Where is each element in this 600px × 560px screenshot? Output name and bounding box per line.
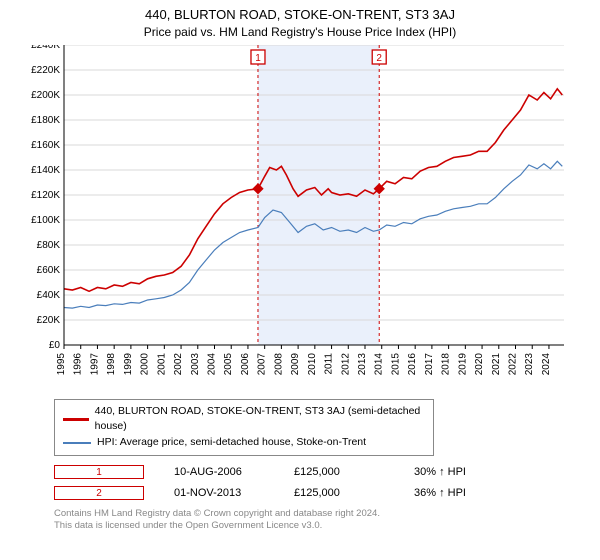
sale-price: £125,000 [294,462,384,483]
sales-table: 1 10-AUG-2006 £125,000 30% ↑ HPI 2 01-NO… [54,462,582,504]
svg-text:1998: 1998 [106,352,117,375]
svg-text:2015: 2015 [390,352,401,375]
legend: 440, BLURTON ROAD, STOKE-ON-TRENT, ST3 3… [54,399,434,456]
svg-text:2007: 2007 [257,352,268,375]
legend-label: 440, BLURTON ROAD, STOKE-ON-TRENT, ST3 3… [95,404,425,436]
svg-text:£80K: £80K [37,240,61,251]
svg-text:2012: 2012 [340,352,351,375]
svg-text:£100K: £100K [31,215,60,226]
chart-title: 440, BLURTON ROAD, STOKE-ON-TRENT, ST3 3… [10,6,590,24]
chart-area: £0 £20K £40K £60K £80K £100K £120K £140K £160K £1… [20,45,580,395]
svg-text:2011: 2011 [324,352,335,374]
svg-text:£180K: £180K [31,115,60,126]
svg-text:2020: 2020 [474,352,485,375]
legend-item-hpi: HPI: Average price, semi-detached house,… [63,435,425,451]
svg-text:2014: 2014 [374,352,385,375]
svg-text:2000: 2000 [140,352,151,375]
svg-text:1995: 1995 [56,352,67,375]
svg-text:£140K: £140K [31,165,60,176]
svg-text:2008: 2008 [273,352,284,375]
footer-line: This data is licensed under the Open Gov… [54,520,580,533]
svg-text:2019: 2019 [457,352,468,375]
legend-item-subject: 440, BLURTON ROAD, STOKE-ON-TRENT, ST3 3… [63,404,425,436]
svg-text:£0: £0 [49,340,61,351]
sale-marker-icon: 2 [54,486,144,500]
svg-text:2010: 2010 [307,352,318,375]
svg-text:1996: 1996 [73,352,84,375]
sale-delta: 36% ↑ HPI [414,483,504,504]
sale-row: 1 10-AUG-2006 £125,000 30% ↑ HPI [54,462,582,483]
sale-delta: 30% ↑ HPI [414,462,504,483]
svg-text:2022: 2022 [508,352,519,375]
chart-subtitle: Price paid vs. HM Land Registry's House … [10,25,590,39]
svg-text:1997: 1997 [89,352,100,375]
svg-text:£220K: £220K [31,65,60,76]
sale-row: 2 01-NOV-2013 £125,000 36% ↑ HPI [54,483,582,504]
svg-text:£60K: £60K [37,265,61,276]
sale-price: £125,000 [294,483,384,504]
svg-text:2001: 2001 [156,352,167,375]
footer-line: Contains HM Land Registry data © Crown c… [54,508,580,521]
svg-text:2002: 2002 [173,352,184,375]
svg-text:2009: 2009 [290,352,301,375]
svg-text:2021: 2021 [491,352,502,375]
svg-text:2018: 2018 [441,352,452,375]
svg-text:£200K: £200K [31,90,60,101]
sale-marker-icon: 1 [54,465,144,479]
svg-text:2013: 2013 [357,352,368,375]
svg-text:2003: 2003 [190,352,201,375]
sale-date: 10-AUG-2006 [174,462,264,483]
footer: Contains HM Land Registry data © Crown c… [54,508,580,534]
svg-text:2023: 2023 [524,352,535,375]
svg-text:2: 2 [376,53,382,64]
svg-text:1999: 1999 [123,352,134,375]
svg-text:2004: 2004 [207,352,218,375]
svg-text:2024: 2024 [541,352,552,375]
svg-text:2017: 2017 [424,352,435,375]
legend-label: HPI: Average price, semi-detached house,… [97,435,366,451]
svg-text:£120K: £120K [31,190,60,201]
sale-date: 01-NOV-2013 [174,483,264,504]
chart-svg: £0 £20K £40K £60K £80K £100K £120K £140K £160K £1… [20,45,580,395]
svg-text:2005: 2005 [223,352,234,375]
svg-text:£40K: £40K [37,290,61,301]
svg-text:1: 1 [255,53,261,64]
svg-text:£160K: £160K [31,140,60,151]
svg-text:2016: 2016 [407,352,418,375]
svg-text:£240K: £240K [31,45,60,51]
svg-text:£20K: £20K [37,315,61,326]
svg-text:2006: 2006 [240,352,251,375]
